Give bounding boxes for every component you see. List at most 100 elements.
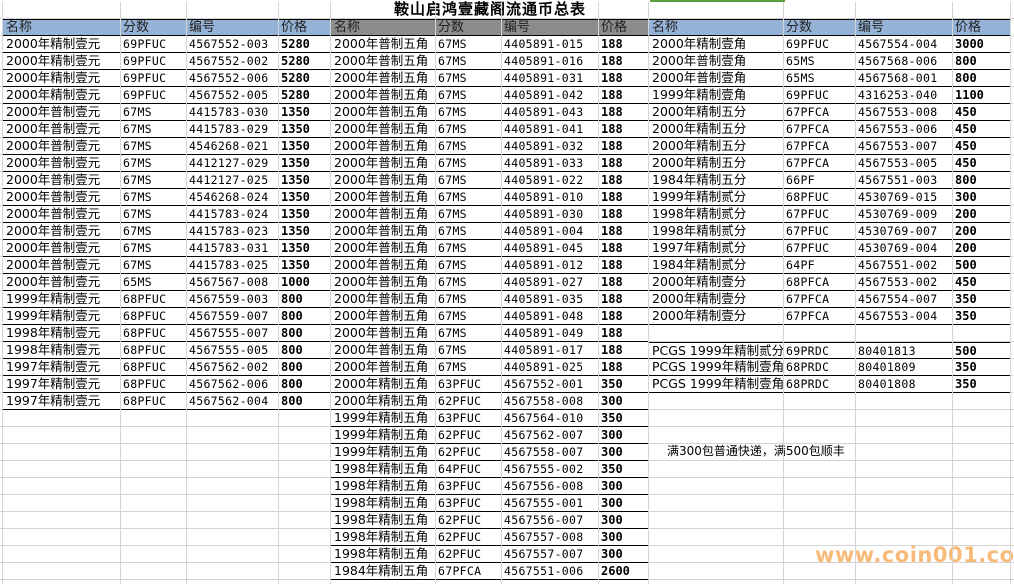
grade-cell[interactable]: 69PFUC bbox=[120, 36, 187, 53]
cert-number-cell[interactable]: 4415783-025 bbox=[186, 257, 279, 274]
grade-cell[interactable]: 63PFUC bbox=[435, 495, 502, 512]
cert-number-cell[interactable]: 4415783-024 bbox=[186, 206, 279, 223]
column-header-grade[interactable]: 分数 bbox=[783, 19, 856, 36]
price-cell[interactable]: 800 bbox=[278, 308, 331, 325]
grade-cell[interactable]: 67MS bbox=[435, 138, 502, 155]
name-cell[interactable]: 1997年精制壹元 bbox=[2, 376, 121, 393]
name-cell[interactable]: 2000年普制壹元 bbox=[2, 257, 121, 274]
grade-cell[interactable]: 67PFUC bbox=[783, 223, 856, 240]
grade-cell[interactable]: 67MS bbox=[435, 53, 502, 70]
grade-cell[interactable]: 67PFUC bbox=[783, 240, 856, 257]
cert-number-cell[interactable]: 4567552-002 bbox=[186, 53, 279, 70]
grade-cell[interactable]: 67MS bbox=[435, 240, 502, 257]
price-cell[interactable]: 300 bbox=[598, 546, 649, 563]
name-cell[interactable]: 2000年普制五角 bbox=[330, 291, 436, 308]
price-cell[interactable]: 188 bbox=[598, 155, 649, 172]
cert-number-cell[interactable]: 4567558-008 bbox=[501, 393, 599, 410]
price-cell[interactable]: 188 bbox=[598, 70, 649, 87]
name-cell[interactable]: 2000年精制五分 bbox=[648, 121, 784, 138]
grade-cell[interactable]: 69PFUC bbox=[783, 36, 856, 53]
cert-number-cell[interactable]: 4567552-003 bbox=[186, 36, 279, 53]
cert-number-cell[interactable]: 80401813 bbox=[855, 342, 953, 359]
grade-cell[interactable]: 69PFUC bbox=[783, 87, 856, 104]
price-cell[interactable]: 1350 bbox=[278, 138, 331, 155]
cert-number-cell[interactable]: 4567562-007 bbox=[501, 427, 599, 444]
name-cell[interactable]: 2000年普制五角 bbox=[330, 274, 436, 291]
price-cell[interactable]: 350 bbox=[952, 291, 1011, 308]
grade-cell[interactable]: 67PFCA bbox=[783, 308, 856, 325]
column-header-cert-number[interactable]: 编号 bbox=[186, 19, 279, 36]
cert-number-cell[interactable]: 4405891-030 bbox=[501, 206, 599, 223]
name-cell[interactable]: 2000年精制壹角 bbox=[648, 36, 784, 53]
name-cell[interactable]: 1999年精制五角 bbox=[330, 444, 436, 461]
column-header-cert-number[interactable]: 编号 bbox=[501, 19, 599, 36]
cert-number-cell[interactable]: 4405891-012 bbox=[501, 257, 599, 274]
price-cell[interactable]: 188 bbox=[598, 121, 649, 138]
grade-cell[interactable]: 67MS bbox=[435, 359, 502, 376]
grade-cell[interactable]: 67MS bbox=[435, 172, 502, 189]
cert-number-cell[interactable]: 4567553-004 bbox=[855, 308, 953, 325]
name-cell[interactable]: 2000年普制五角 bbox=[330, 257, 436, 274]
price-cell[interactable]: 188 bbox=[598, 325, 649, 342]
price-cell[interactable]: 188 bbox=[598, 104, 649, 121]
name-cell[interactable]: 2000年精制五分 bbox=[648, 104, 784, 121]
name-cell[interactable]: 2000年普制五角 bbox=[330, 87, 436, 104]
name-cell[interactable]: 2000年普制壹元 bbox=[2, 240, 121, 257]
name-cell[interactable]: 2000年精制五角 bbox=[330, 393, 436, 410]
cert-number-cell[interactable]: 4405891-027 bbox=[501, 274, 599, 291]
price-cell[interactable]: 350 bbox=[952, 308, 1011, 325]
name-cell[interactable]: 1998年精制贰分 bbox=[648, 223, 784, 240]
grade-cell[interactable]: 65MS bbox=[783, 70, 856, 87]
grade-cell[interactable]: 62PFUC bbox=[435, 546, 502, 563]
cert-number-cell[interactable]: 4567555-007 bbox=[186, 325, 279, 342]
cert-number-cell[interactable]: 4405891-010 bbox=[501, 189, 599, 206]
name-cell[interactable]: 1999年精制壹角 bbox=[648, 87, 784, 104]
price-cell[interactable]: 300 bbox=[598, 529, 649, 546]
cert-number-cell[interactable]: 4567557-007 bbox=[501, 546, 599, 563]
price-cell[interactable]: 188 bbox=[598, 308, 649, 325]
cert-number-cell[interactable]: 4405891-035 bbox=[501, 291, 599, 308]
price-cell[interactable]: 350 bbox=[598, 461, 649, 478]
cert-number-cell[interactable]: 4405891-043 bbox=[501, 104, 599, 121]
grade-cell[interactable]: 69PFUC bbox=[120, 70, 187, 87]
grade-cell[interactable]: 67MS bbox=[435, 70, 502, 87]
name-cell[interactable]: 2000年普制壹角 bbox=[648, 53, 784, 70]
name-cell[interactable]: PCGS 1999年精制壹角 bbox=[648, 376, 784, 393]
name-cell[interactable]: 2000年普制五角 bbox=[330, 189, 436, 206]
name-cell[interactable]: 2000年普制五角 bbox=[330, 359, 436, 376]
grade-cell[interactable]: 67MS bbox=[435, 223, 502, 240]
cert-number-cell[interactable]: 4405891-025 bbox=[501, 359, 599, 376]
name-cell[interactable]: 2000年精制壹分 bbox=[648, 291, 784, 308]
cert-number-cell[interactable]: 4567553-005 bbox=[855, 155, 953, 172]
cert-number-cell[interactable]: 4567568-001 bbox=[855, 70, 953, 87]
cert-number-cell[interactable]: 4567567-008 bbox=[186, 274, 279, 291]
price-cell[interactable]: 188 bbox=[598, 342, 649, 359]
grade-cell[interactable]: 63PFUC bbox=[435, 410, 502, 427]
cert-number-cell[interactable]: 4405891-042 bbox=[501, 87, 599, 104]
price-cell[interactable]: 800 bbox=[278, 342, 331, 359]
price-cell[interactable]: 1350 bbox=[278, 206, 331, 223]
grade-cell[interactable]: 68PFUC bbox=[120, 291, 187, 308]
column-header-grade[interactable]: 分数 bbox=[120, 19, 187, 36]
price-cell[interactable]: 5280 bbox=[278, 36, 331, 53]
name-cell[interactable]: 2000年普制五角 bbox=[330, 138, 436, 155]
grade-cell[interactable]: 68PRDC bbox=[783, 376, 856, 393]
grade-cell[interactable]: 62PFUC bbox=[435, 444, 502, 461]
cert-number-cell[interactable]: 4415783-031 bbox=[186, 240, 279, 257]
name-cell[interactable]: 2000年精制壹元 bbox=[2, 87, 121, 104]
name-cell[interactable]: 2000年普制壹元 bbox=[2, 138, 121, 155]
price-cell[interactable]: 800 bbox=[278, 359, 331, 376]
price-cell[interactable]: 800 bbox=[952, 70, 1011, 87]
price-cell[interactable]: 300 bbox=[598, 393, 649, 410]
cert-number-cell[interactable]: 4567555-002 bbox=[501, 461, 599, 478]
cert-number-cell[interactable]: 4412127-025 bbox=[186, 172, 279, 189]
cert-number-cell[interactable]: 4405891-016 bbox=[501, 53, 599, 70]
name-cell[interactable]: 2000年普制五角 bbox=[330, 223, 436, 240]
name-cell[interactable]: 2000年普制五角 bbox=[330, 121, 436, 138]
price-cell[interactable]: 300 bbox=[598, 495, 649, 512]
price-cell[interactable]: 800 bbox=[952, 172, 1011, 189]
grade-cell[interactable]: 64PFUC bbox=[435, 461, 502, 478]
grade-cell[interactable]: 67PFCA bbox=[783, 138, 856, 155]
price-cell[interactable]: 800 bbox=[278, 376, 331, 393]
cert-number-cell[interactable]: 4530769-009 bbox=[855, 206, 953, 223]
